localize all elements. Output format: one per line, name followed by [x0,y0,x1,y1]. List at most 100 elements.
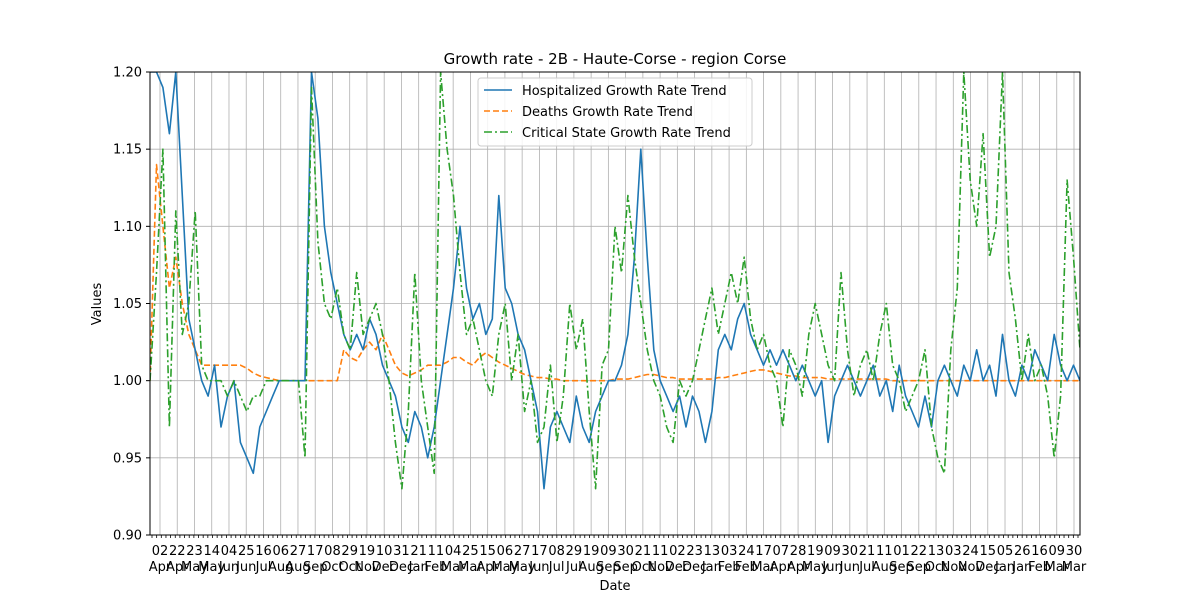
x-tick-day-label: 06 [497,544,514,559]
x-tick-day-label: 13 [928,544,945,559]
x-tick-day-label: 11 [428,544,445,559]
y-axis-label: Values [90,283,105,326]
x-tick-month-label: Jun [218,560,239,575]
x-tick-month-label: Jul [255,560,272,575]
x-tick-month-label: Mar [458,560,483,575]
x-tick-day-label: 30 [1066,544,1083,559]
x-tick-day-label: 14 [203,544,220,559]
x-tick-day-label: 21 [635,544,652,559]
x-tick-day-label: 26 [1014,544,1031,559]
x-tick-month-label: Mar [441,560,466,575]
x-tick-day-label: 24 [962,544,979,559]
x-tick-day-label: 08 [324,544,341,559]
x-tick-month-label: May [509,560,536,575]
series-line-critical [150,72,1080,490]
x-tick-day-label: 15 [479,544,496,559]
x-tick-day-label: 17 [307,544,324,559]
y-tick-label: 1.15 [113,143,142,158]
x-tick-month-label: Mar [751,560,776,575]
x-tick-month-label: Nov [958,560,984,575]
x-tick-day-label: 09 [824,544,841,559]
y-tick-label: 1.05 [113,297,142,312]
x-tick-month-label: Aug [872,560,897,575]
x-tick-day-label: 23 [186,544,203,559]
x-tick-day-label: 02 [152,544,169,559]
x-tick-month-label: Sep [889,560,914,575]
series-line-hospitalized [150,72,1080,490]
x-tick-month-label: Jan [994,560,1015,575]
x-tick-month-label: Feb [735,560,758,575]
x-tick-day-label: 16 [1031,544,1048,559]
x-tick-day-label: 29 [341,544,358,559]
x-tick-month-label: Oct [338,560,360,575]
y-tick-label: 1.20 [113,66,142,81]
x-tick-day-label: 03 [721,544,738,559]
x-tick-day-label: 21 [859,544,876,559]
plot-area [150,72,1080,490]
x-axis: 02Apr22Apr23May14May04Jun25Jun16Jul06Aug… [149,535,1087,575]
x-tick-day-label: 04 [221,544,238,559]
x-tick-month-label: Mar [1044,560,1069,575]
y-tick-label: 1.10 [113,220,142,235]
x-tick-day-label: 02 [669,544,686,559]
x-tick-month-label: Jul [858,560,875,575]
x-tick-day-label: 11 [652,544,669,559]
x-tick-month-label: Apr [149,560,172,575]
x-tick-day-label: 08 [548,544,565,559]
x-tick-month-label: Feb [718,560,741,575]
x-tick-month-label: May [181,560,208,575]
x-tick-month-label: Mar [1062,560,1087,575]
x-tick-month-label: May [198,560,225,575]
legend-label-hospitalized: Hospitalized Growth Rate Trend [522,84,727,99]
x-tick-month-label: Apr [770,560,793,575]
x-tick-month-label: Aug [285,560,310,575]
x-tick-day-label: 28 [790,544,807,559]
x-tick-month-label: May [491,560,518,575]
x-tick-month-label: Jun [821,560,842,575]
x-tick-month-label: Nov [941,560,967,575]
x-tick-day-label: 21 [410,544,427,559]
chart-title: Growth rate - 2B - Haute-Corse - region … [444,50,787,68]
x-tick-day-label: 27 [514,544,531,559]
x-tick-day-label: 13 [704,544,721,559]
x-tick-month-label: Apr [787,560,810,575]
x-tick-day-label: 16 [255,544,272,559]
x-tick-day-label: 11 [876,544,893,559]
x-tick-month-label: Jun [528,560,549,575]
x-tick-day-label: 19 [583,544,600,559]
x-tick-month-label: May [802,560,829,575]
x-tick-day-label: 09 [1048,544,1065,559]
legend-box [477,77,753,147]
x-tick-month-label: Sep [613,560,638,575]
x-tick-month-label: Nov [354,560,380,575]
x-tick-day-label: 17 [755,544,772,559]
x-tick-month-label: Dec [682,560,707,575]
x-tick-month-label: Jan [408,560,429,575]
x-tick-month-label: Oct [321,560,343,575]
x-tick-day-label: 30 [842,544,859,559]
x-tick-month-label: Jan [701,560,722,575]
x-tick-month-label: Dec [389,560,414,575]
x-tick-month-label: Dec [665,560,690,575]
x-tick-month-label: Sep [907,560,932,575]
x-tick-month-label: Jun [839,560,860,575]
x-tick-day-label: 05 [997,544,1014,559]
x-axis-label: Date [599,579,630,594]
x-tick-month-label: Oct [925,560,947,575]
x-tick-month-label: Nov [647,560,673,575]
x-tick-month-label: Sep [303,560,328,575]
x-tick-day-label: 19 [807,544,824,559]
legend: Hospitalized Growth Rate Trend Deaths Gr… [477,77,753,147]
x-tick-day-label: 22 [911,544,928,559]
x-tick-month-label: Apr [476,560,499,575]
x-tick-day-label: 10 [376,544,393,559]
x-tick-month-label: Jul [548,560,565,575]
x-tick-day-label: 25 [462,544,479,559]
x-tick-month-label: Jan [1011,560,1032,575]
x-tick-day-label: 23 [686,544,703,559]
y-tick-label: 0.90 [113,529,142,544]
x-tick-month-label: Dec [372,560,397,575]
x-tick-month-label: Aug [578,560,603,575]
x-tick-day-label: 27 [290,544,307,559]
